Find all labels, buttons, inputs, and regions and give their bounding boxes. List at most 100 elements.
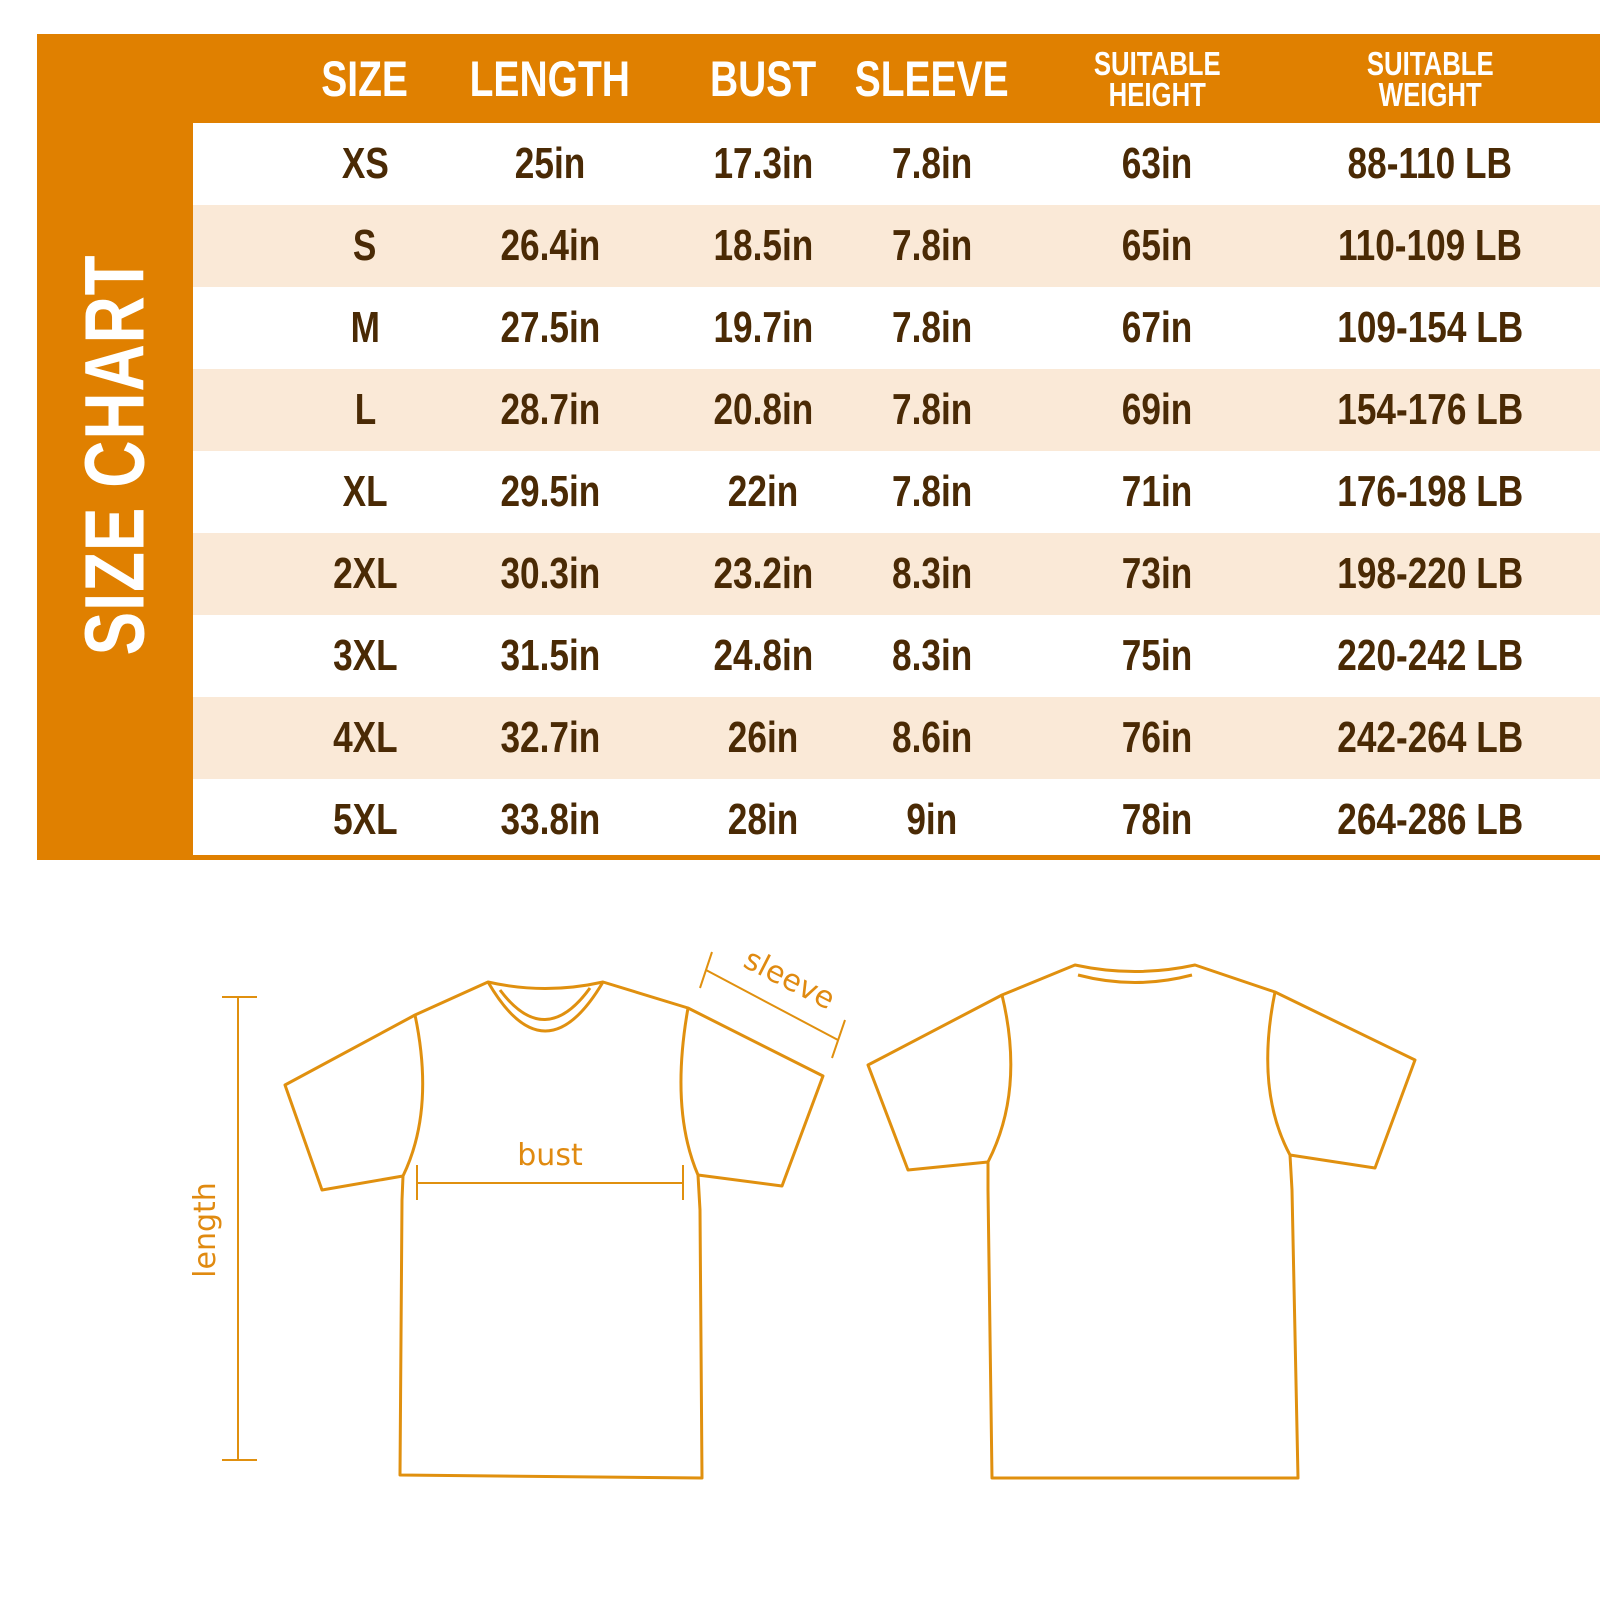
cell-value: 31.5in [500, 631, 600, 680]
cell-value: 22in [727, 467, 799, 516]
cell-size: 2XL [290, 533, 440, 615]
cell-value: 7.8in [891, 385, 973, 434]
cell-value: 8.6in [891, 713, 973, 762]
cell-value: XL [342, 467, 388, 516]
cell-length: 30.3in [455, 533, 645, 615]
cell-weight: 154-176 LB [1270, 369, 1590, 451]
cell-bust: 26in [663, 697, 863, 779]
column-header-text: SLEEVE [855, 50, 1009, 107]
column-header-text: SUITABLE [1366, 44, 1494, 82]
cell-value: 69in [1121, 385, 1193, 434]
cell-size: L [290, 369, 440, 451]
cell-bust: 24.8in [663, 615, 863, 697]
cell-bust: 19.7in [663, 287, 863, 369]
table-row: 3XL 31.5in 24.8in 8.3in 75in 220-242 LB [193, 615, 1600, 697]
cell-value: 28.7in [500, 385, 600, 434]
front-left-sleeve-seam [401, 1014, 425, 1177]
table-row: XS 25in 17.3in 7.8in 63in 88-110 LB [193, 123, 1600, 205]
cell-length: 28.7in [455, 369, 645, 451]
cell-length: 33.8in [455, 779, 645, 861]
cell-sleeve: 8.6in [847, 697, 1017, 779]
cell-sleeve: 9in [847, 779, 1017, 861]
cell-sleeve: 7.8in [847, 451, 1017, 533]
cell-value: 65in [1121, 221, 1193, 270]
column-header-weight: SUITABLE WEIGHT [1270, 34, 1590, 123]
cell-value: 28in [727, 795, 799, 844]
cell-weight: 88-110 LB [1270, 123, 1590, 205]
column-header-bust: BUST [663, 34, 863, 123]
table-row: XL 29.5in 22in 7.8in 71in 176-198 LB [193, 451, 1600, 533]
cell-height: 65in [1027, 205, 1287, 287]
table-row: M 27.5in 19.7in 7.8in 67in 109-154 LB [193, 287, 1600, 369]
cell-value: M [350, 303, 380, 352]
cell-value: 17.3in [713, 139, 813, 188]
cell-size: 4XL [290, 697, 440, 779]
cell-value: 242-264 LB [1337, 713, 1523, 762]
cell-bust: 22in [663, 451, 863, 533]
cell-weight: 110-109 LB [1270, 205, 1590, 287]
cell-sleeve: 8.3in [847, 615, 1017, 697]
cell-length: 31.5in [455, 615, 645, 697]
cell-size: 3XL [290, 615, 440, 697]
cell-value: 73in [1121, 549, 1193, 598]
cell-value: 23.2in [713, 549, 813, 598]
cell-value: 19.7in [713, 303, 813, 352]
front-collar [486, 981, 605, 1033]
column-header-text: LENGTH [469, 50, 631, 107]
cell-bust: 17.3in [663, 123, 863, 205]
cell-value: 71in [1121, 467, 1193, 516]
cell-length: 26.4in [455, 205, 645, 287]
cell-value: 4XL [332, 713, 398, 762]
cell-height: 78in [1027, 779, 1287, 861]
cell-sleeve: 8.3in [847, 533, 1017, 615]
cell-sleeve: 7.8in [847, 287, 1017, 369]
cell-value: 75in [1121, 631, 1193, 680]
size-table: XS 25in 17.3in 7.8in 63in 88-110 LB S 26.4in 18.… [193, 123, 1600, 861]
cell-value: 26.4in [500, 221, 600, 270]
cell-weight: 198-220 LB [1270, 533, 1590, 615]
cell-length: 25in [455, 123, 645, 205]
cell-bust: 18.5in [663, 205, 863, 287]
table-row: 2XL 30.3in 23.2in 8.3in 73in 198-220 LB [193, 533, 1600, 615]
cell-value: 7.8in [891, 303, 973, 352]
cell-size: XL [290, 451, 440, 533]
column-header-text: BUST [709, 50, 817, 107]
cell-height: 69in [1027, 369, 1287, 451]
cell-value: 33.8in [500, 795, 600, 844]
bust-measure-line [416, 1165, 684, 1200]
cell-height: 63in [1027, 123, 1287, 205]
cell-value: XS [341, 139, 389, 188]
column-header-text: HEIGHT [1108, 75, 1206, 113]
length-measure-line [222, 996, 257, 1461]
cell-weight: 242-264 LB [1270, 697, 1590, 779]
bust-label: bust [517, 1138, 583, 1173]
cell-size: S [290, 205, 440, 287]
cell-value: S [353, 221, 377, 270]
cell-size: M [290, 287, 440, 369]
table-row: 5XL 33.8in 28in 9in 78in 264-286 LB [193, 779, 1600, 861]
cell-height: 75in [1027, 615, 1287, 697]
column-header-height: SUITABLE HEIGHT [1027, 34, 1287, 123]
column-header-length: LENGTH [455, 34, 645, 123]
cell-value: 32.7in [500, 713, 600, 762]
cell-value: 7.8in [891, 467, 973, 516]
table-header [37, 34, 1600, 123]
front-right-sleeve-seam [679, 1007, 700, 1176]
table-row: 4XL 32.7in 26in 8.6in 76in 242-264 LB [193, 697, 1600, 779]
cell-value: 26in [727, 713, 799, 762]
cell-weight: 264-286 LB [1270, 779, 1590, 861]
sleeve-label: sleeve [738, 942, 840, 1017]
cell-value: 18.5in [713, 221, 813, 270]
cell-value: 109-154 LB [1337, 303, 1523, 352]
cell-weight: 176-198 LB [1270, 451, 1590, 533]
cell-value: 264-286 LB [1337, 795, 1523, 844]
table-row: L 28.7in 20.8in 7.8in 69in 154-176 LB [193, 369, 1600, 451]
back-left-sleeve-seam [986, 994, 1013, 1163]
cell-height: 67in [1027, 287, 1287, 369]
cell-value: 30.3in [500, 549, 600, 598]
sleeve-measure-line [699, 951, 846, 1059]
back-tshirt-outline [866, 963, 1417, 1480]
cell-sleeve: 7.8in [847, 123, 1017, 205]
size-chart-title: SIZE CHART [67, 254, 162, 656]
back-collar [1077, 973, 1193, 984]
